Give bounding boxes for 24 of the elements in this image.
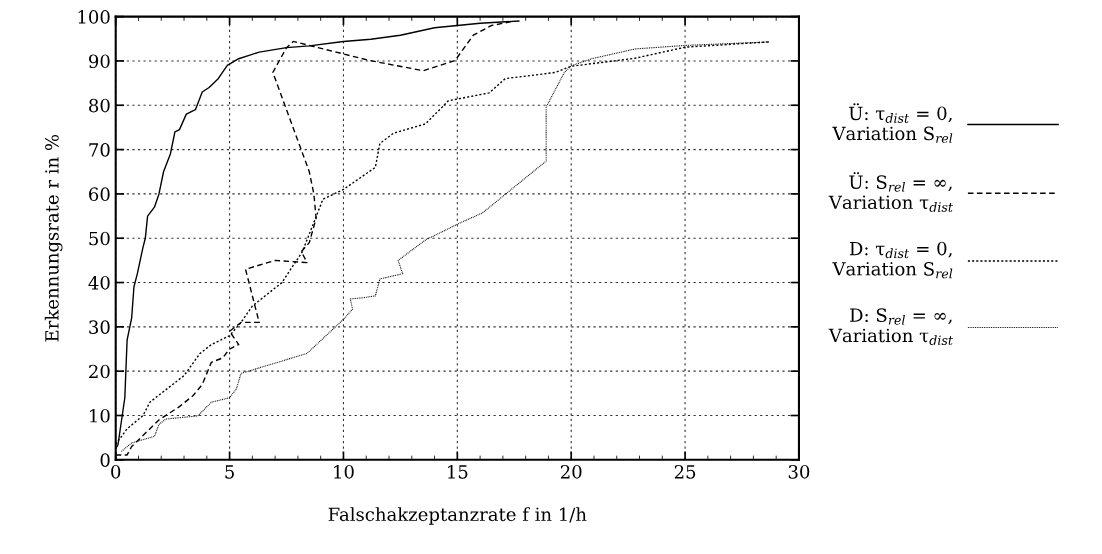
x-tick-label: 10 xyxy=(334,465,354,479)
y-tick-label: 90 xyxy=(89,54,110,69)
y-tick-label: 60 xyxy=(89,187,110,202)
y-tick-label: 0 xyxy=(100,453,110,467)
x-tick-label: 15 xyxy=(448,465,468,479)
y-tick-label: 100 xyxy=(78,10,110,24)
legend-label: D: τ$_{dist}$ = 0, Variation S$_{rel}$ xyxy=(832,241,953,279)
legend-label: Ü: τ$_{dist}$ = 0, Variation S$_{rel}$ xyxy=(832,103,953,143)
y-tick-label: 30 xyxy=(89,320,110,334)
y-tick-label: 40 xyxy=(88,276,110,290)
y-tick-label: 20 xyxy=(89,364,110,379)
x-tick-label: 25 xyxy=(674,465,696,479)
legend-label: Ü: S$_{rel}$ = ∞, Variation τ$_{dist}$ xyxy=(828,172,953,212)
legend-label: D: S$_{rel}$ = ∞, Variation τ$_{dist}$ xyxy=(828,308,953,346)
x-axis-title: Falschakzeptanzrate f in 1/h xyxy=(328,507,587,525)
y-tick-label: 80 xyxy=(89,98,110,113)
x-tick-label: 30 xyxy=(788,465,810,479)
x-tick-label: 20 xyxy=(560,465,582,479)
x-tick-label: 0 xyxy=(111,465,121,479)
y-tick-label: 10 xyxy=(90,408,110,423)
y-tick-label: 70 xyxy=(89,143,110,157)
x-tick-label: 5 xyxy=(225,465,234,479)
y-axis-title: Erkennungsrate r in % xyxy=(44,134,63,342)
y-tick-label: 50 xyxy=(89,231,110,246)
